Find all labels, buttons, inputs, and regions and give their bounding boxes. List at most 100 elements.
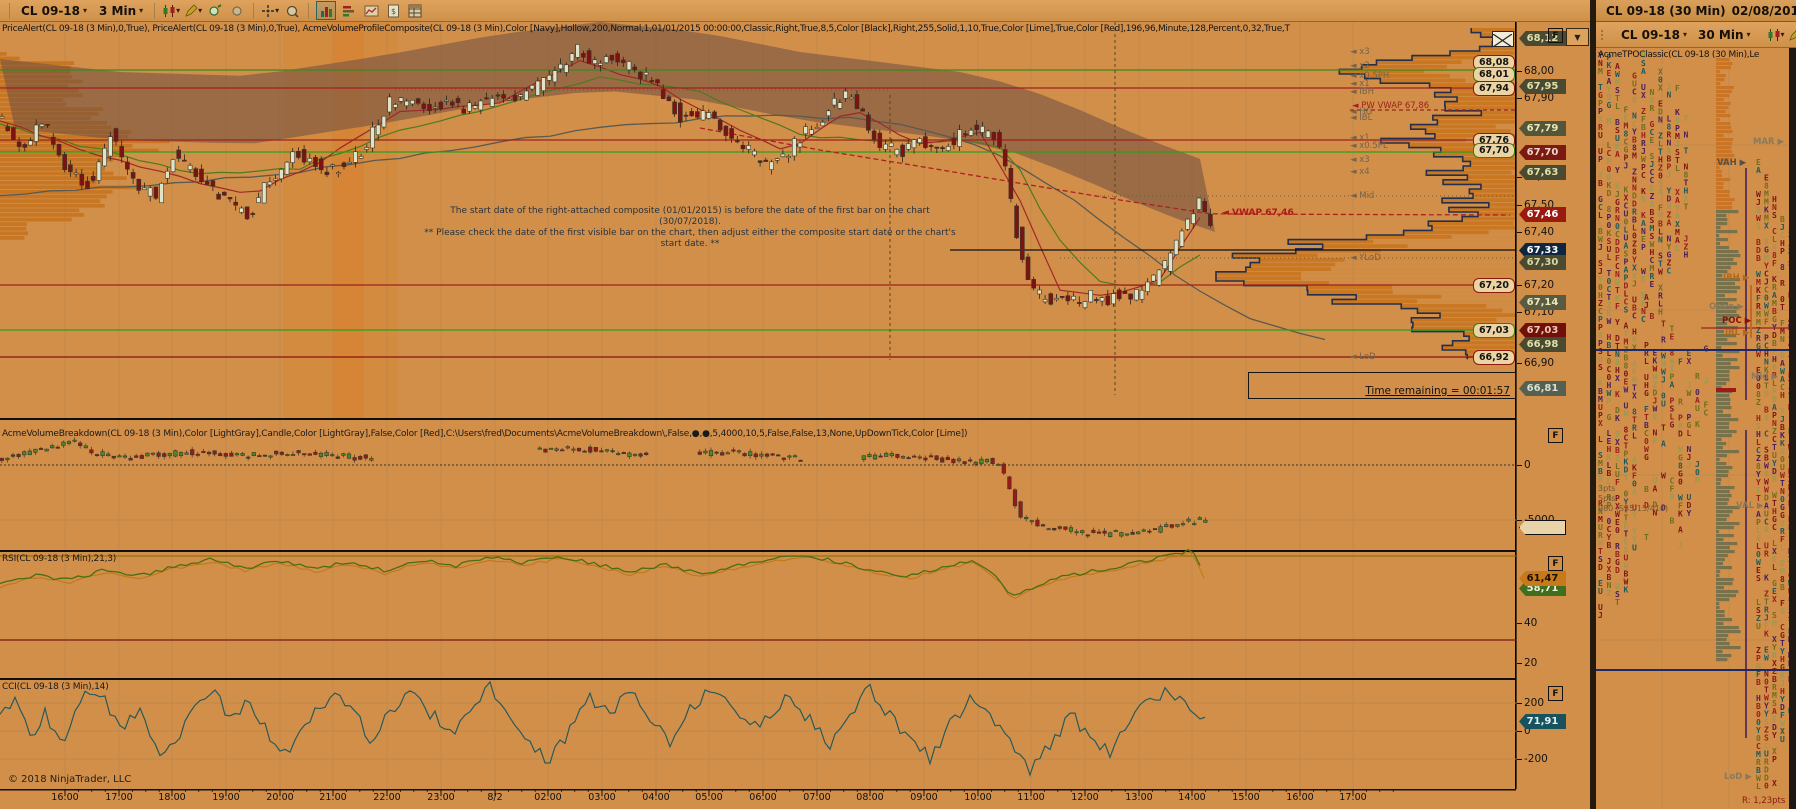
chart-style-button[interactable]: ▾ — [162, 2, 180, 19]
chart-level-marker: ◄ Mid — [1350, 191, 1375, 201]
svg-text:A: A — [1772, 403, 1777, 412]
crosshair-button[interactable]: ▾ — [261, 2, 279, 19]
svg-text:U: U — [1788, 707, 1789, 716]
svg-text:S: S — [1624, 305, 1629, 314]
svg-text:H: H — [1780, 391, 1785, 400]
tpo-interval-selector[interactable]: 30 Min ▾ — [1694, 27, 1755, 43]
svg-text:C: C — [1644, 429, 1649, 438]
grid-properties-button[interactable] — [406, 2, 424, 19]
profile-panel-button[interactable] — [340, 2, 358, 19]
svg-text:Y: Y — [1667, 187, 1672, 196]
svg-text:C: C — [1764, 517, 1769, 526]
svg-text:W: W — [1661, 367, 1666, 376]
svg-text:T: T — [1598, 547, 1603, 556]
zoom-in-button[interactable] — [206, 2, 224, 19]
fixed-scale-button[interactable]: F — [1548, 556, 1563, 571]
toolbar-separator — [9, 2, 10, 19]
svg-text:X: X — [1780, 447, 1785, 456]
svg-text:T: T — [1788, 363, 1789, 372]
cci-indicator-label: CCI(CL 09-18 (3 Min),14) — [2, 682, 109, 692]
tpo-window-titlebar[interactable]: CL 09-18 (30 Min) 02/08/2018 — [1596, 0, 1796, 22]
cci-scale-label: 200 — [1524, 697, 1545, 709]
tpo-chart-canvas[interactable]: YNMTGPPXRUUPXBGCLLBWJSJY0HZCPP8PSUSKBMUP… — [1596, 0, 1789, 809]
svg-text:E: E — [1788, 515, 1789, 524]
svg-text:D: D — [1772, 331, 1777, 340]
tpo-draw-tool-button[interactable] — [1788, 26, 1796, 43]
svg-text:J: J — [1598, 611, 1603, 620]
svg-text:Y: Y — [1772, 731, 1777, 740]
chart-level-marker: ◄ x1 — [1350, 79, 1370, 89]
interval-selector[interactable]: 3 Min ▾ — [95, 3, 147, 19]
svg-text:C: C — [1764, 285, 1769, 294]
tpo-instrument-selector[interactable]: CL 09-18 ▾ — [1617, 27, 1691, 43]
tpo-chart-style-button[interactable]: ▾ — [1767, 26, 1785, 43]
time-axis-label: 15:00 — [1232, 792, 1260, 803]
account-report-button[interactable]: $ — [384, 2, 402, 19]
price-level-tag: 68,01 — [1472, 67, 1515, 82]
svg-text:Y: Y — [1772, 459, 1777, 468]
svg-text:X: X — [1615, 374, 1620, 383]
svg-text:W: W — [1764, 309, 1769, 318]
svg-text:B: B — [1615, 446, 1620, 455]
svg-text:C: C — [1764, 429, 1769, 438]
svg-text:C: C — [1607, 149, 1612, 158]
svg-text:B: B — [1607, 469, 1612, 478]
svg-text:X: X — [1780, 727, 1785, 736]
svg-text:P: P — [1756, 654, 1761, 663]
instrument-selector[interactable]: CL 09-18 ▾ — [17, 3, 91, 19]
svg-text:F: F — [1670, 485, 1675, 494]
draw-tool-button[interactable]: ▾ — [184, 2, 202, 19]
time-axis-label: 20:00 — [266, 792, 294, 803]
data-box-button[interactable] — [283, 2, 301, 19]
cci-scale-label: -200 — [1524, 753, 1548, 765]
svg-text:E: E — [1772, 715, 1777, 724]
main-toolbar: CL 09-18 ▾ 3 Min ▾ ▾ ▾ — [0, 0, 1590, 22]
svg-text:J: J — [1615, 190, 1620, 199]
time-axis-label: 8/2 — [487, 792, 503, 803]
zoom-out-button[interactable] — [228, 2, 246, 19]
svg-text:0: 0 — [1658, 172, 1663, 181]
svg-text:Z: Z — [1658, 132, 1663, 141]
svg-text:T: T — [1632, 384, 1637, 393]
fixed-scale-button[interactable]: F — [1548, 28, 1563, 43]
svg-text:P: P — [1598, 315, 1603, 324]
svg-text:H: H — [1615, 366, 1620, 375]
fixed-scale-button[interactable]: F — [1548, 686, 1563, 701]
svg-text:E: E — [1756, 158, 1761, 167]
toolbar-grip[interactable] — [1599, 29, 1605, 40]
svg-text:R: R — [1678, 422, 1683, 431]
cci-scale-tick — [1517, 703, 1522, 704]
snapshot-button[interactable] — [362, 2, 380, 19]
svg-text:D: D — [1658, 108, 1663, 117]
svg-text:Y: Y — [1632, 512, 1637, 521]
scroll-to-latest-button[interactable]: ▼ — [1566, 28, 1589, 46]
main-chart-canvas[interactable] — [0, 0, 1518, 809]
svg-text:A: A — [1675, 212, 1680, 221]
volume-indicator-label: AcmeVolumeBreakdown(CL 09-18 (3 Min),Col… — [2, 429, 968, 439]
svg-text:L: L — [1598, 435, 1603, 444]
price-scale-tick — [1517, 285, 1522, 286]
fixed-scale-button[interactable]: F — [1548, 428, 1563, 443]
table-grid-icon — [408, 4, 422, 17]
svg-text:J: J — [1756, 198, 1761, 207]
svg-text:8: 8 — [1624, 129, 1629, 138]
price-scale-tick — [1517, 71, 1522, 72]
svg-text:N: N — [1615, 214, 1620, 223]
svg-text:J: J — [1687, 381, 1692, 390]
candlestick-icon — [163, 4, 175, 17]
svg-text:J: J — [1644, 301, 1649, 310]
warning-line-2: ** Please check the date of the first vi… — [424, 228, 956, 249]
tpo-scrollbar[interactable] — [1789, 0, 1796, 809]
svg-text:8: 8 — [1764, 373, 1769, 382]
svg-text:K: K — [1678, 510, 1683, 519]
svg-text:A: A — [1772, 291, 1777, 300]
svg-text:K: K — [1641, 187, 1646, 196]
svg-text:W: W — [1756, 270, 1761, 279]
volume-panel-button[interactable] — [316, 1, 337, 20]
svg-text:T: T — [1780, 479, 1785, 488]
svg-text:G: G — [1667, 251, 1672, 260]
window-divider[interactable] — [1590, 0, 1596, 809]
alert-envelope-icon[interactable] — [1492, 31, 1514, 48]
svg-text:B: B — [1756, 254, 1761, 263]
svg-text:F: F — [1678, 502, 1683, 511]
